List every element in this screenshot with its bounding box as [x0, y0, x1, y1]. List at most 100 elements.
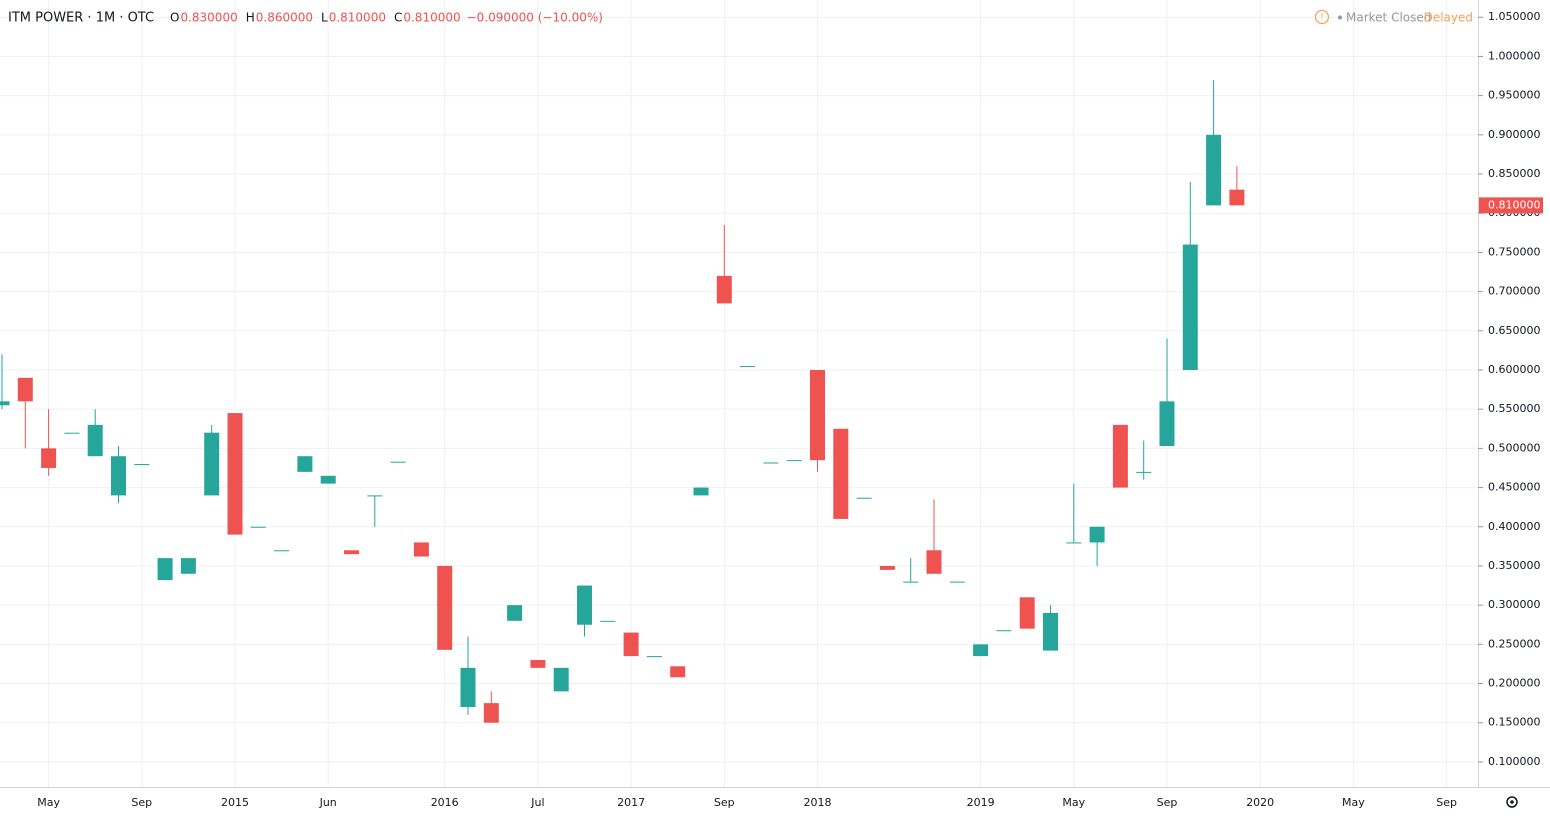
candle-body — [157, 558, 173, 581]
candle-body — [483, 703, 499, 723]
y-tick-label: 0.350000 — [1488, 559, 1541, 572]
y-tick-label: 0.550000 — [1488, 402, 1541, 415]
candle-body — [740, 366, 756, 368]
settings-gear[interactable] — [1506, 796, 1518, 808]
x-tick-label: Jul — [530, 796, 544, 809]
x-tick-label: Jun — [319, 796, 337, 809]
candle-body — [0, 401, 10, 406]
candle-body — [693, 487, 709, 496]
candle-body — [437, 565, 453, 650]
candle-body — [577, 585, 592, 625]
candle-body — [903, 581, 919, 583]
candle-body — [996, 630, 1012, 632]
candle-body — [973, 644, 989, 657]
candle-body — [670, 666, 686, 678]
y-tick-label: 0.650000 — [1488, 324, 1541, 337]
candle-body — [1229, 189, 1245, 206]
candle-body — [367, 495, 383, 497]
x-tick-label: Sep — [131, 796, 152, 809]
x-tick-label: May — [1342, 796, 1365, 809]
candle-body — [250, 526, 266, 528]
y-tick-label: 0.500000 — [1488, 441, 1541, 454]
y-tick-label: 0.850000 — [1488, 167, 1541, 180]
candle-body — [1136, 471, 1152, 473]
x-tick-label: May — [37, 796, 60, 809]
candle-body — [879, 565, 895, 570]
candle-body — [1159, 401, 1175, 447]
status-icon — [1314, 9, 1330, 25]
feed-status[interactable]: Delayed — [1424, 11, 1473, 25]
ohlc-label: L — [321, 11, 328, 25]
candle-body — [530, 660, 546, 668]
settings-icon[interactable] — [1506, 796, 1518, 808]
settings-hub[interactable] — [1510, 800, 1514, 804]
x-tick-label: 2015 — [221, 796, 249, 809]
y-tick-label: 0.900000 — [1488, 128, 1541, 141]
x-tick-label: 2016 — [431, 796, 459, 809]
y-tick-label: 0.750000 — [1488, 245, 1541, 258]
y-tick-label: 0.600000 — [1488, 363, 1541, 376]
x-tick-label: 2020 — [1246, 796, 1274, 809]
y-tick-label: 0.250000 — [1488, 637, 1541, 650]
x-tick-label: 2017 — [617, 796, 645, 809]
y-tick-label: 0.950000 — [1488, 89, 1541, 102]
y-tick-label: 0.700000 — [1488, 285, 1541, 298]
x-tick-label: Sep — [1157, 796, 1178, 809]
ohlc-value: 0.810000 — [329, 11, 386, 25]
candle-body — [64, 432, 80, 434]
ohlc-value: 0.830000 — [180, 11, 237, 25]
candle-body — [413, 542, 429, 557]
candle-body — [1112, 424, 1128, 488]
x-tick-label: Sep — [1436, 796, 1457, 809]
ohlc-legend: O 0.830000 H 0.860000 L 0.810000 C 0.810000 −0.0… — [170, 11, 603, 25]
ohlc-label: C — [394, 11, 402, 25]
candle-body — [949, 581, 965, 583]
candles — [0, 79, 1245, 723]
ohlc-change: −0.090000 (−10.00%) — [467, 11, 603, 25]
y-tick-label: 1.000000 — [1488, 49, 1541, 62]
candle-body — [1066, 542, 1082, 544]
grid — [0, 0, 1478, 787]
ohlc-label: H — [246, 11, 255, 25]
y-tick-label: 0.300000 — [1488, 598, 1541, 611]
candle-body — [856, 497, 872, 499]
x-tick-label: May — [1062, 796, 1085, 809]
candle-body — [507, 605, 523, 621]
market-status: Market Closed — [1346, 11, 1431, 25]
y-tick-label: 0.200000 — [1488, 677, 1541, 690]
symbol: ITM POWER · 1M · OTC — [8, 11, 154, 26]
ohlc-value: 0.810000 — [403, 11, 460, 25]
candle-body — [786, 460, 802, 462]
candle-body — [833, 428, 849, 519]
candle-body — [320, 475, 336, 484]
candle-body — [460, 667, 476, 708]
ohlc-label: O — [170, 11, 179, 25]
candle-body — [646, 656, 662, 658]
candle-body — [1089, 526, 1105, 543]
y-tick-label: 0.150000 — [1488, 716, 1541, 729]
candle-body — [227, 413, 243, 535]
candle-body — [390, 461, 406, 463]
y-tick-label: 0.100000 — [1488, 755, 1541, 768]
candle-body — [1019, 597, 1035, 629]
status-dot — [1338, 15, 1342, 20]
candle-body — [344, 550, 359, 555]
candle-body — [810, 369, 825, 461]
candle-body — [716, 275, 732, 304]
last-price-label: 0.810000 — [1488, 198, 1541, 211]
ohlc-value: 0.860000 — [256, 11, 313, 25]
last-price-box — [1479, 197, 1543, 214]
candle-body — [297, 456, 313, 472]
status-icon-mark: ! — [1320, 13, 1324, 23]
x-tick-label: Sep — [714, 796, 735, 809]
candle-body — [17, 377, 33, 402]
candle-body — [763, 462, 779, 464]
candle-body — [111, 456, 126, 496]
candle-body — [204, 432, 220, 496]
x-tick-label: 2018 — [804, 796, 832, 809]
candle-body — [926, 550, 942, 574]
candle-body — [1206, 134, 1222, 206]
candle-body — [41, 448, 57, 468]
candle-body — [1043, 612, 1058, 651]
candle-body — [274, 550, 290, 552]
